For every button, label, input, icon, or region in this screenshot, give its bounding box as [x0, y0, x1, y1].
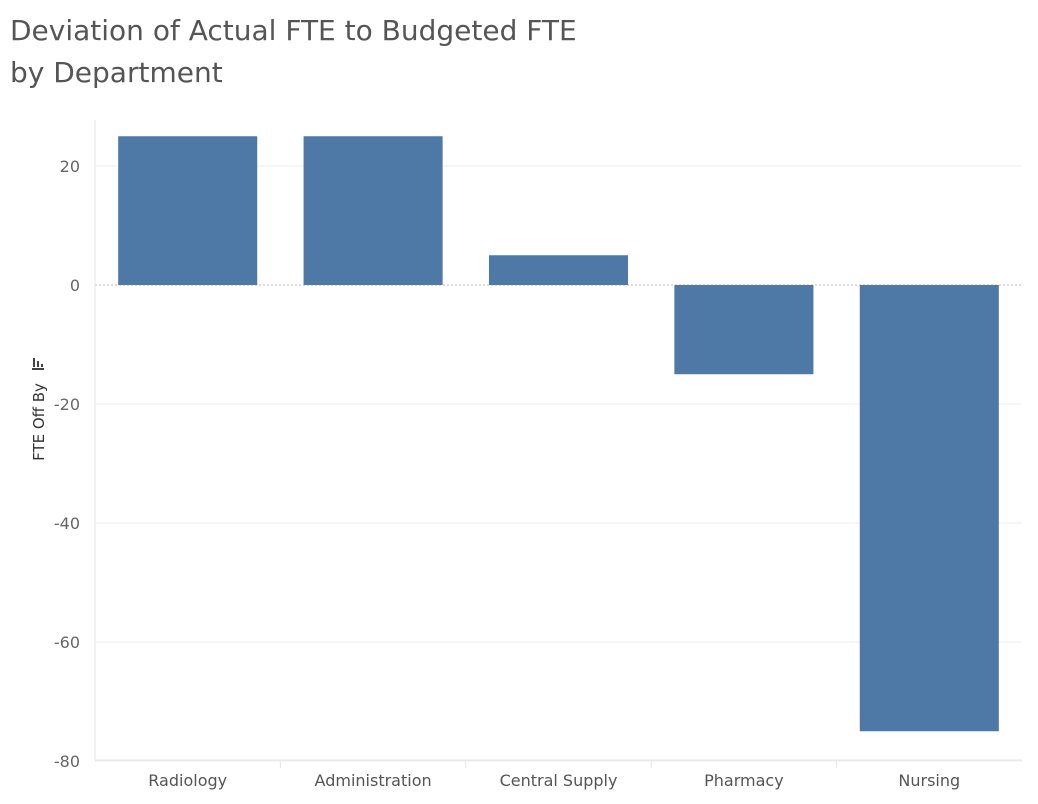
bar-radiology[interactable]: [118, 136, 258, 285]
bar-nursing[interactable]: [859, 285, 999, 732]
chart-title-line-1: Deviation of Actual FTE to Budgeted FTE: [10, 14, 577, 47]
y-tick-label: 20: [60, 157, 80, 176]
x-category-label: Administration: [315, 771, 432, 790]
y-axis-title-group: FTE Off By: [30, 358, 48, 461]
y-tick-label: -60: [54, 633, 80, 652]
bar-administration[interactable]: [303, 136, 443, 285]
y-tick-label: 0: [70, 276, 80, 295]
bars: [118, 136, 999, 732]
y-tick-label: -20: [54, 395, 80, 414]
x-category-label: Radiology: [148, 771, 227, 790]
x-category-label: Central Supply: [500, 771, 618, 790]
y-tick-label: -40: [54, 514, 80, 533]
sort-icon[interactable]: [32, 358, 44, 370]
chart-title: Deviation of Actual FTE to Budgeted FTE …: [10, 10, 710, 94]
x-category-label: Nursing: [898, 771, 960, 790]
chart-title-line-2: by Department: [10, 56, 223, 89]
bar-pharmacy[interactable]: [674, 285, 814, 375]
y-tick-label: -80: [54, 752, 80, 771]
x-category-label: Pharmacy: [704, 771, 784, 790]
y-axis-title: FTE Off By: [30, 383, 48, 461]
axes: 20 0 -20 -40 -60 -80 Radiology Administration Ce…: [54, 120, 1022, 790]
bar-central-supply[interactable]: [488, 255, 629, 285]
